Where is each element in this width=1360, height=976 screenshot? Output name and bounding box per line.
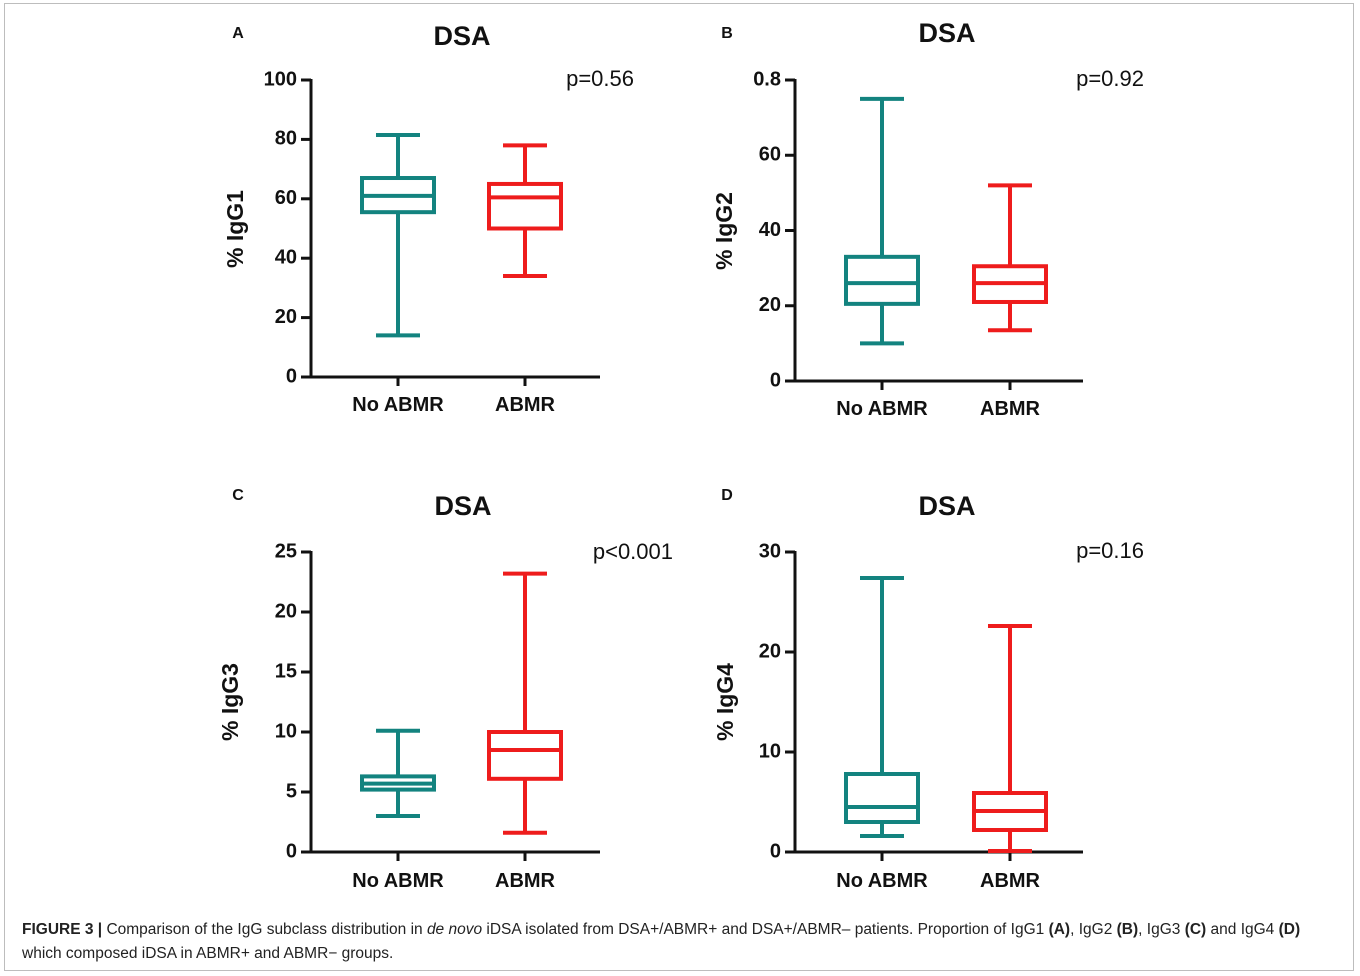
panel-b-ytick-label: 40 (759, 219, 781, 241)
caption-ref-c: (C) (1184, 921, 1207, 938)
caption-text-1: Comparison of the IgG subclass distribut… (102, 921, 427, 938)
panel-a-xtick-label: No ABMR (352, 394, 444, 416)
caption-italic: de novo (426, 921, 483, 938)
panel-a-ytick-label: 20 (275, 306, 297, 328)
caption-label: FIGURE 3 | (22, 921, 103, 938)
panel-d-no-abmr-box (844, 772, 920, 824)
caption-text-6: which composed iDSA in ABMR+ and ABMR− g… (22, 945, 394, 962)
caption-ref-d: (D) (1278, 921, 1301, 938)
panel-d-ytick-label: 30 (759, 540, 781, 562)
figure-caption: FIGURE 3 | Comparison of the IgG subclas… (22, 918, 1342, 966)
panel-c-ytick-label: 0 (286, 840, 297, 862)
panel-d-xtick-label: ABMR (980, 870, 1041, 892)
panel-b-ytick-label: 0.8 (753, 68, 781, 90)
panel-c-letter: C (232, 487, 244, 504)
panel-a-xtick-label: ABMR (495, 394, 556, 416)
panel-d-ytick-label: 10 (759, 740, 781, 762)
panel-c-ytick-label: 10 (275, 720, 297, 742)
caption-text-2: iDSA isolated from DSA+/ABMR+ and DSA+/A… (482, 921, 1049, 938)
panel-b-ytick-label: 0 (770, 369, 781, 391)
panel-c-ytick-label: 25 (275, 540, 297, 562)
caption-text-3: , IgG2 (1070, 921, 1117, 938)
figure-frame (4, 3, 1354, 971)
panel-a-ytick-label: 0 (286, 365, 297, 387)
panel-d-pvalue: p=0.16 (1076, 538, 1144, 563)
panel-b-ylabel: % IgG2 (711, 192, 737, 270)
panel-c-ytick-label: 5 (286, 780, 297, 802)
panel-b-xtick-label: ABMR (980, 398, 1041, 420)
caption-ref-b: (B) (1116, 921, 1139, 938)
panel-c-xtick-label: No ABMR (352, 870, 444, 892)
panel-c-abmr-box (487, 730, 563, 781)
panel-a-ytick-label: 100 (264, 68, 297, 90)
panel-a-title: DSA (433, 21, 490, 51)
panel-b-ytick-label: 20 (759, 294, 781, 316)
panel-a-ytick-label: 60 (275, 187, 297, 209)
panel-b-letter: B (721, 25, 733, 42)
panel-b-ytick-label: 60 (759, 144, 781, 166)
panel-d-ytick-label: 0 (770, 840, 781, 862)
panel-b-title: DSA (918, 18, 975, 48)
panel-d-ytick-label: 20 (759, 640, 781, 662)
panel-c-xtick-label: ABMR (495, 870, 556, 892)
panel-c-ytick-label: 15 (275, 660, 297, 682)
panel-c-pvalue: p<0.001 (593, 539, 673, 564)
panel-a-pvalue: p=0.56 (566, 66, 634, 91)
panel-a-abmr-box (487, 181, 563, 231)
panel-d-letter: D (721, 487, 733, 504)
panel-a-ytick-label: 40 (275, 246, 297, 268)
caption-text-4: , IgG3 (1138, 921, 1185, 938)
panel-a-ylabel: % IgG1 (222, 190, 248, 268)
panel-c-ytick-label: 20 (275, 600, 297, 622)
panel-a-letter: A (232, 25, 244, 42)
panel-b-no-abmr-box (844, 254, 920, 306)
panel-d-xtick-label: No ABMR (836, 870, 928, 892)
panel-b-xtick-label: No ABMR (836, 398, 928, 420)
caption-text-5: and IgG4 (1206, 921, 1279, 938)
panel-d-ylabel: % IgG4 (712, 663, 738, 741)
panel-d-title: DSA (918, 491, 975, 521)
panel-c-ylabel: % IgG3 (217, 663, 243, 741)
caption-ref-a: (A) (1048, 921, 1071, 938)
panel-b-pvalue: p=0.92 (1076, 66, 1144, 91)
panel-c-title: DSA (434, 491, 491, 521)
panel-a-ytick-label: 80 (275, 128, 297, 150)
